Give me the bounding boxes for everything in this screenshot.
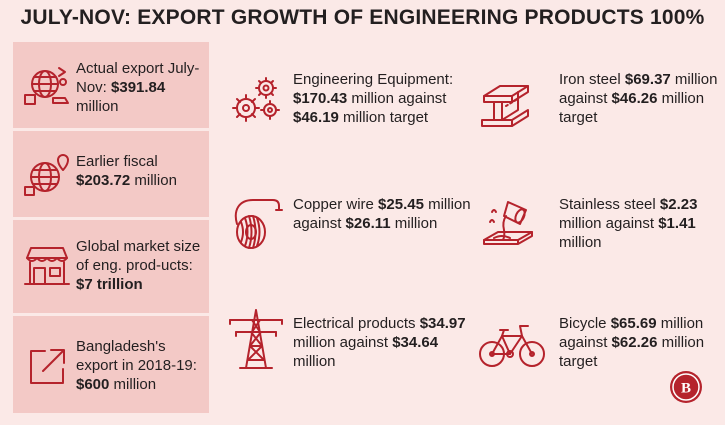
brand-logo: B: [670, 371, 702, 403]
card-copper-wire: Copper wire $25.45 million against $26.1…: [293, 195, 473, 233]
sidebar-item-global-market: Global market size of eng. prod-ucts: $7…: [13, 220, 209, 313]
divider: [13, 313, 209, 316]
card-stainless-steel: Stainless steel $2.23 million against $1…: [559, 195, 719, 252]
card-label: Iron steel: [559, 71, 625, 88]
card-value: $34.97: [419, 315, 466, 332]
card-label: Electrical products: [293, 315, 420, 332]
card-value: $65.69: [610, 315, 657, 332]
card-iron-steel: Iron steel $69.37 million against $46.26…: [559, 70, 719, 127]
globe-location-icon: [23, 151, 71, 199]
iron-beam-icon: [478, 80, 534, 136]
bicycle-icon: [478, 318, 546, 370]
sidebar-item-label: Global market size of eng. prod-ucts:: [76, 238, 201, 274]
card-label: Copper wire: [293, 196, 379, 213]
sidebar-item-text: Bangladesh's export in 2018-19: $600 mil…: [76, 337, 208, 394]
card-text: million target: [559, 90, 705, 126]
card-text: million: [559, 234, 602, 251]
divider: [13, 128, 209, 131]
card-target-value: $46.26: [611, 90, 658, 107]
card-label: Engineering Equipment:: [293, 71, 454, 88]
card-value: $2.23: [659, 196, 698, 213]
card-value: $170.43: [293, 90, 348, 107]
sidebar-item-label: Actual export July-Nov:: [76, 60, 200, 96]
card-text: million: [293, 353, 336, 370]
divider: [13, 217, 209, 220]
card-value: $25.45: [378, 196, 424, 213]
sidebar-item-text: Actual export July-Nov: $391.84 million: [76, 59, 208, 116]
sidebar-item-unit: million: [76, 98, 119, 115]
card-target-value: $62.26: [611, 334, 658, 351]
sidebar-item-text: Global market size of eng. prod-ucts: $7…: [76, 237, 208, 294]
power-tower-icon: [226, 308, 283, 369]
sidebar-item-value: $203.72: [76, 172, 131, 189]
card-electrical-products: Electrical products $34.97 million again…: [293, 314, 473, 371]
sidebar-item-actual-export: Actual export July-Nov: $391.84 million: [13, 42, 209, 128]
card-target-value: $26.11: [345, 215, 391, 232]
card-bicycle: Bicycle $65.69 million against $62.26 mi…: [559, 314, 724, 371]
card-text: million target: [338, 109, 429, 126]
card-text: million against: [559, 315, 704, 351]
sidebar-item-value: $391.84: [111, 79, 166, 96]
molten-steel-icon: [480, 196, 536, 252]
card-engineering-equipment: Engineering Equipment: $170.43 million ag…: [293, 70, 473, 127]
sidebar-item-earlier-fiscal: Earlier fiscal $203.72 million: [13, 131, 209, 217]
card-target-value: $1.41: [658, 215, 696, 232]
card-text: million against: [347, 90, 447, 107]
logo-letter: B: [681, 381, 691, 397]
card-text: million against: [559, 215, 659, 232]
sidebar-item-unit: million: [109, 376, 157, 393]
card-text: million against: [559, 71, 718, 107]
sidebar-item-value: $600: [76, 376, 110, 393]
gears-icon: [230, 74, 286, 130]
card-text: million against: [293, 196, 471, 232]
market-store-icon: [23, 242, 71, 290]
sidebar-item-value: $7 trillion: [76, 276, 143, 293]
export-arrow-icon: [23, 343, 71, 391]
sidebar-item-bangladesh-export: Bangladesh's export in 2018-19: $600 mil…: [13, 316, 209, 413]
card-label: Bicycle: [559, 315, 611, 332]
card-label: Stainless steel: [559, 196, 660, 213]
card-text: million against: [293, 334, 393, 351]
export-globe-icon: [23, 62, 71, 110]
sidebar-item-text: Earlier fiscal $203.72 million: [76, 152, 208, 190]
sidebar-item-label: Bangladesh's export in 2018-19:: [76, 338, 197, 374]
card-text: million: [390, 215, 438, 232]
card-target-value: $34.64: [392, 334, 439, 351]
sidebar-item-unit: million: [130, 172, 177, 189]
sidebar-item-label: Earlier fiscal: [76, 153, 158, 170]
card-value: $69.37: [624, 71, 671, 88]
sidebar: Actual export July-Nov: $391.84 million …: [13, 42, 209, 413]
card-target-value: $46.19: [293, 109, 339, 126]
card-text: million target: [559, 334, 705, 370]
copper-wire-icon: [229, 196, 285, 252]
page-title: JULY-NOV: EXPORT GROWTH OF ENGINEERING P…: [20, 6, 705, 29]
